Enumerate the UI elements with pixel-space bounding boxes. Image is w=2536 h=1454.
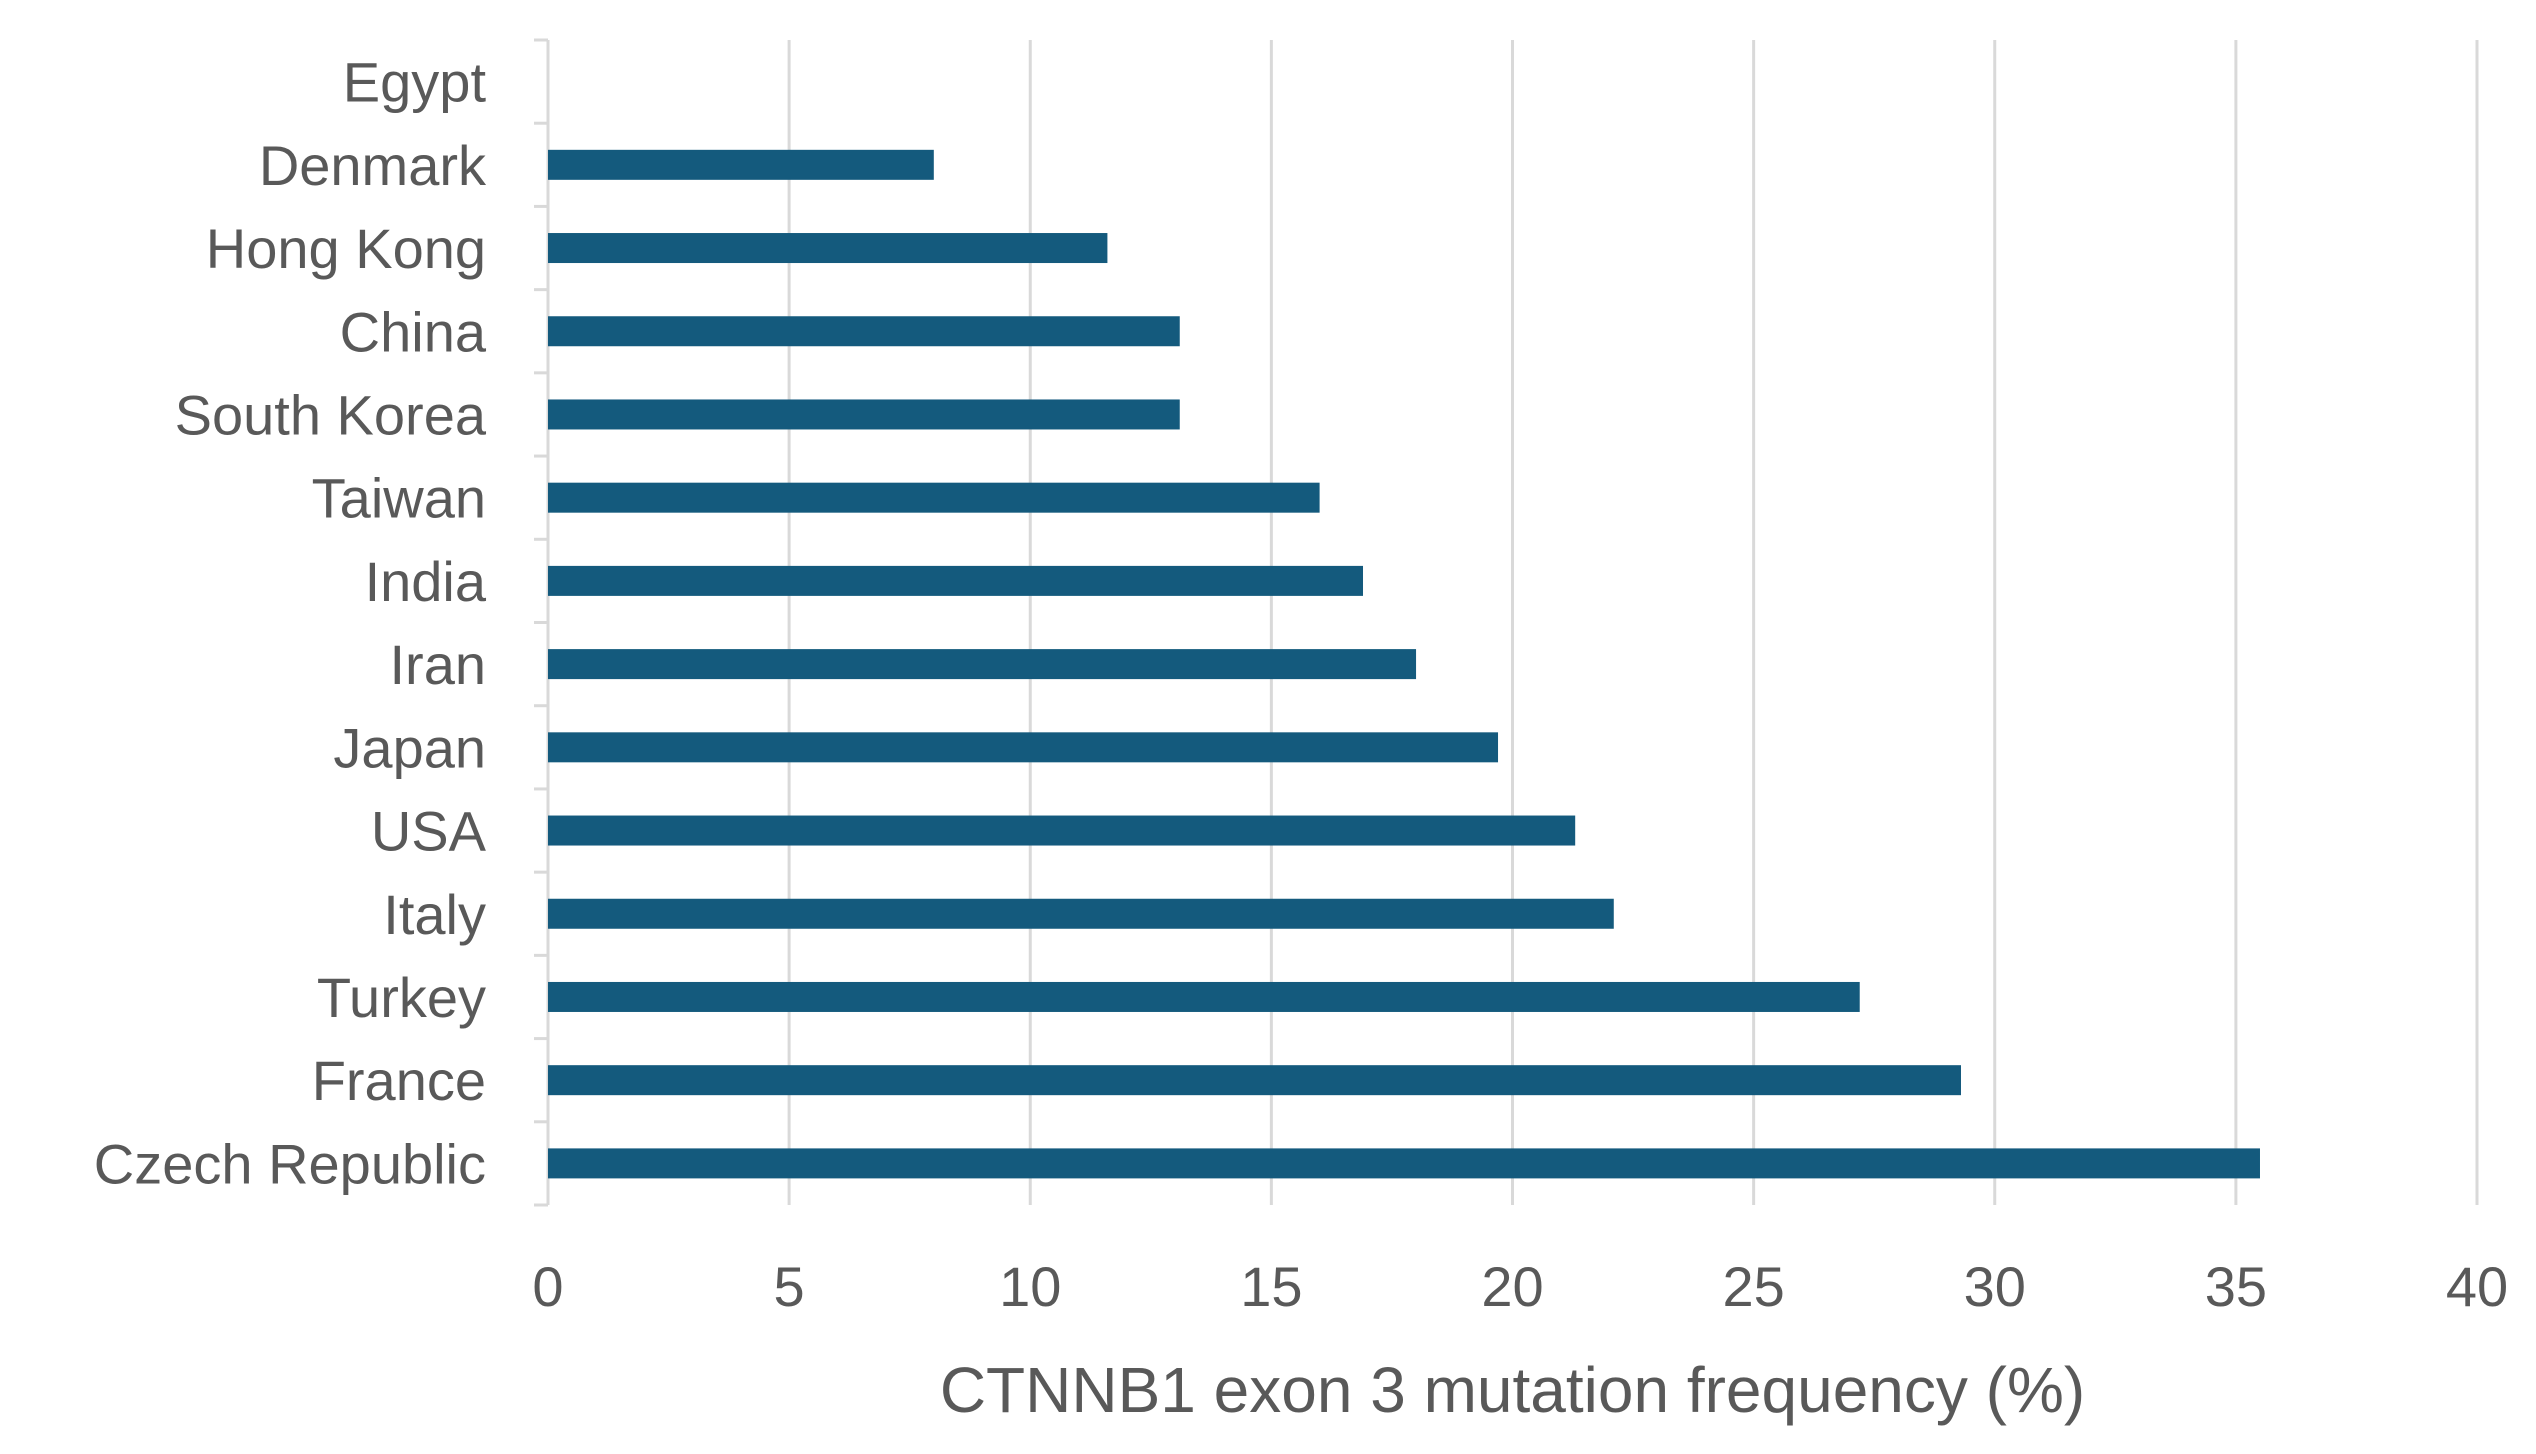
bar bbox=[548, 815, 1576, 846]
category-label: Italy bbox=[383, 883, 486, 946]
x-tick-label: 40 bbox=[2446, 1255, 2508, 1318]
bar bbox=[548, 1148, 2260, 1179]
gridlines bbox=[787, 40, 2479, 1205]
category-label: Iran bbox=[390, 633, 487, 696]
category-label: Hong Kong bbox=[206, 217, 486, 280]
x-tick-labels: 0 5 10 15 20 25 30 35 40 bbox=[532, 1255, 2508, 1318]
bar bbox=[548, 1065, 1961, 1096]
bar bbox=[548, 981, 1860, 1012]
category-label: China bbox=[340, 300, 487, 363]
category-label: USA bbox=[371, 800, 487, 863]
bar bbox=[548, 732, 1499, 763]
category-label: South Korea bbox=[175, 383, 487, 446]
bar bbox=[548, 233, 1108, 264]
y-axis bbox=[534, 38, 550, 1207]
bar bbox=[548, 482, 1320, 513]
x-tick-label: 20 bbox=[1481, 1255, 1543, 1318]
x-tick-label: 0 bbox=[532, 1255, 563, 1318]
category-label: France bbox=[312, 1049, 486, 1112]
bar bbox=[548, 649, 1417, 680]
category-labels: Egypt Denmark Hong Kong China South Korea Tai… bbox=[94, 51, 487, 1196]
x-tick-label: 10 bbox=[999, 1255, 1061, 1318]
bars bbox=[548, 149, 2260, 1179]
bar bbox=[548, 898, 1614, 929]
category-label: Denmark bbox=[259, 134, 487, 197]
x-tick-label: 35 bbox=[2205, 1255, 2267, 1318]
category-label: Turkey bbox=[317, 966, 486, 1029]
x-tick-label: 15 bbox=[1240, 1255, 1302, 1318]
category-label: Japan bbox=[333, 716, 486, 779]
category-label: Egypt bbox=[343, 51, 487, 114]
bar bbox=[548, 565, 1364, 596]
category-label: Taiwan bbox=[312, 467, 486, 530]
x-tick-label: 25 bbox=[1722, 1255, 1784, 1318]
bar bbox=[548, 316, 1180, 347]
category-label: Czech Republic bbox=[94, 1132, 486, 1195]
bar bbox=[548, 149, 934, 180]
category-label: India bbox=[365, 550, 487, 613]
x-tick-label: 5 bbox=[774, 1255, 805, 1318]
bar bbox=[548, 399, 1180, 430]
x-tick-label: 30 bbox=[1964, 1255, 2026, 1318]
x-axis-title: CTNNB1 exon 3 mutation frequency (%) bbox=[940, 1354, 2085, 1426]
